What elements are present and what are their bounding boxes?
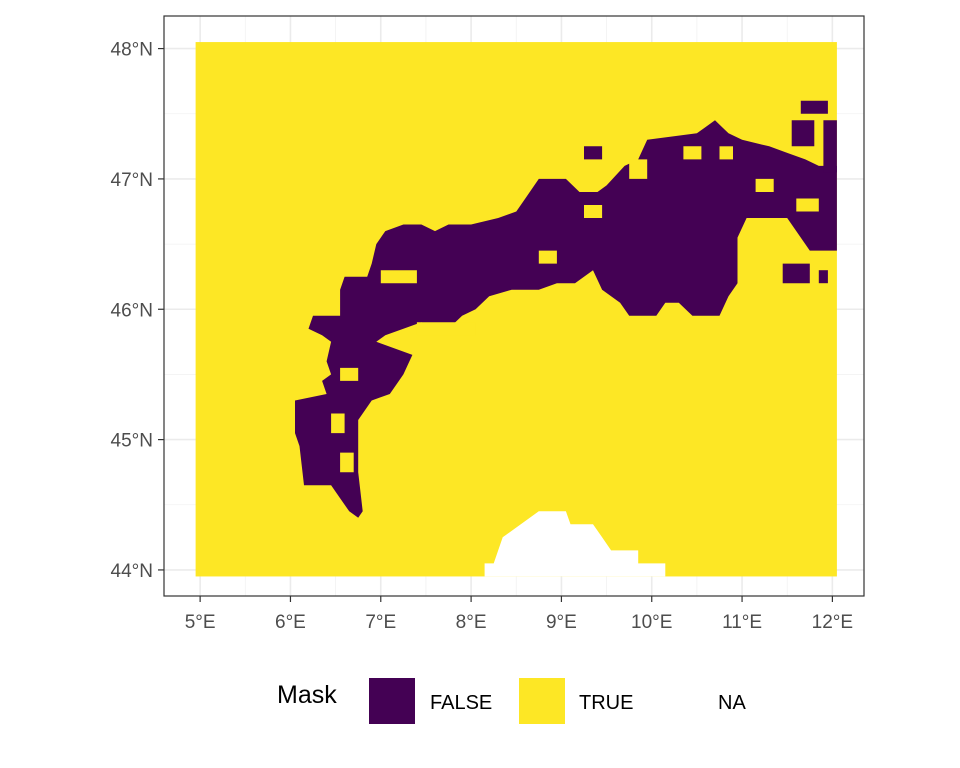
mask-true-patch bbox=[755, 178, 774, 192]
mask-false-area bbox=[295, 120, 837, 518]
mask-true-patch bbox=[340, 452, 354, 473]
legend-key-false bbox=[369, 678, 415, 724]
x-tick-label: 11°E bbox=[722, 612, 762, 633]
x-tick-label: 7°E bbox=[365, 612, 396, 633]
mask-true-patch bbox=[584, 205, 603, 218]
x-axis: 5°E 6°E 7°E 8°E 9°E 10°E 11°E 12°E bbox=[185, 596, 853, 633]
mask-true-patch bbox=[796, 198, 819, 212]
x-tick-label: 10°E bbox=[631, 612, 672, 633]
mask-true-patch bbox=[340, 367, 359, 381]
panel-frame bbox=[163, 15, 865, 597]
mask-true-patch bbox=[538, 250, 557, 264]
mask-true-patch bbox=[719, 146, 733, 160]
y-tick-label: 46°N bbox=[111, 300, 153, 321]
mask-false-patch bbox=[800, 100, 828, 114]
mask-true-patch bbox=[331, 413, 345, 434]
mask-true-area bbox=[195, 42, 837, 577]
y-tick-label: 47°N bbox=[111, 170, 153, 191]
mask-true-patch bbox=[629, 159, 648, 179]
x-tick-label: 9°E bbox=[546, 612, 577, 633]
mask-raster bbox=[195, 42, 837, 577]
mask-false-patch bbox=[584, 146, 603, 160]
legend-label-na: NA bbox=[718, 692, 746, 714]
x-tick-label: 5°E bbox=[185, 612, 216, 633]
mask-false-patch bbox=[823, 120, 837, 173]
legend-label-false: FALSE bbox=[430, 692, 492, 714]
mask-true-patch bbox=[416, 322, 476, 336]
legend-key-na bbox=[664, 678, 710, 724]
mask-na-area bbox=[484, 511, 666, 577]
y-axis: 44°N 45°N 46°N 47°N 48°N bbox=[111, 40, 164, 582]
mask-true-patch bbox=[380, 270, 417, 284]
legend-label-true: TRUE bbox=[579, 692, 633, 714]
legend: Mask FALSE TRUE NA bbox=[277, 678, 746, 724]
mask-true-patch bbox=[683, 146, 702, 160]
mask-false-patch bbox=[791, 120, 815, 147]
y-tick-label: 48°N bbox=[111, 40, 153, 61]
legend-title: Mask bbox=[277, 681, 337, 709]
legend-key-true bbox=[519, 678, 565, 724]
mask-false-patch bbox=[818, 270, 828, 284]
y-tick-label: 45°N bbox=[111, 431, 153, 452]
y-tick-label: 44°N bbox=[111, 561, 153, 582]
x-tick-label: 6°E bbox=[275, 612, 306, 633]
x-tick-label: 12°E bbox=[812, 612, 853, 633]
x-tick-label: 8°E bbox=[456, 612, 487, 633]
mask-false-patch bbox=[782, 263, 810, 284]
panel-border bbox=[163, 15, 865, 597]
